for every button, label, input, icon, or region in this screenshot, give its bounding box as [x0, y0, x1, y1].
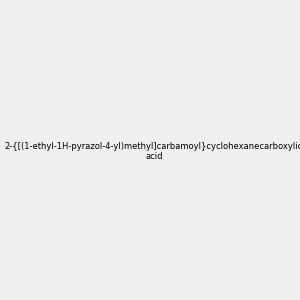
Text: 2-{[(1-ethyl-1H-pyrazol-4-yl)methyl]carbamoyl}cyclohexanecarboxylic acid: 2-{[(1-ethyl-1H-pyrazol-4-yl)methyl]carb… [4, 142, 300, 161]
